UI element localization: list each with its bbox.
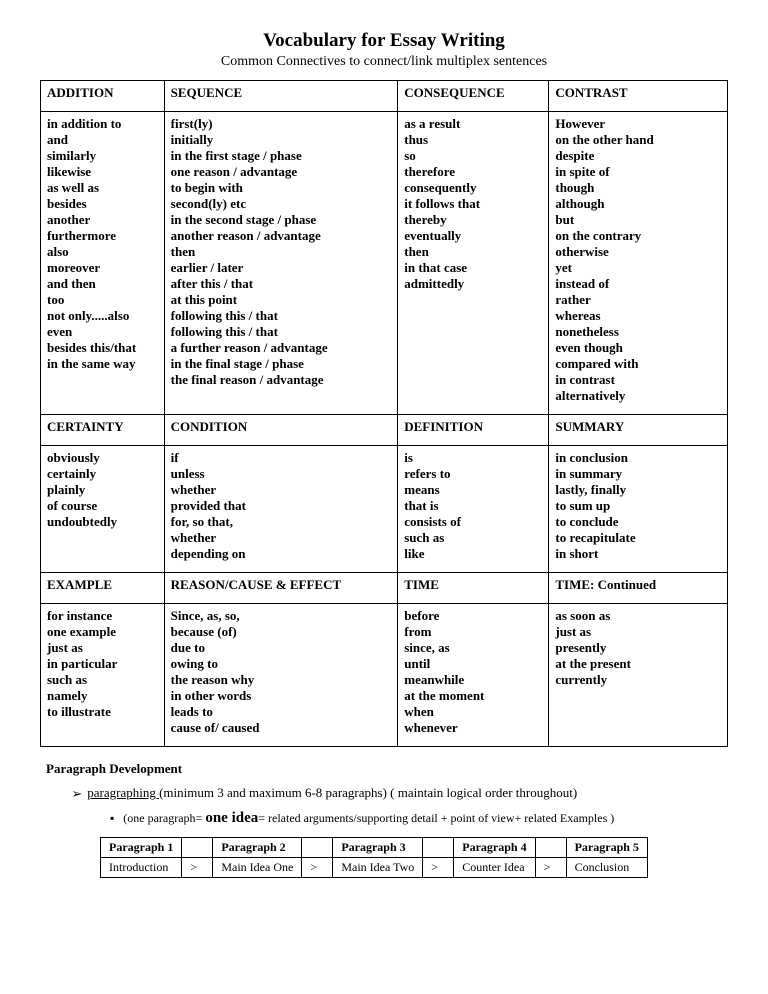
parag-h3: Paragraph 3 xyxy=(333,838,423,858)
header-definition: DEFINITION xyxy=(398,415,549,446)
cell-contrast: Howeveron the other handdespitein spite … xyxy=(549,112,728,415)
subbullet-pre: (one paragraph= xyxy=(123,811,205,825)
subbullet-mid: one idea xyxy=(205,810,258,826)
parag-h2: Paragraph 2 xyxy=(213,838,302,858)
page-subtitle: Common Connectives to connect/link multi… xyxy=(40,54,728,70)
parag-h4: Paragraph 4 xyxy=(454,838,535,858)
sub-bullet-oneidea: ▪ (one paragraph= one idea= related argu… xyxy=(110,810,728,827)
subbullet-post: = related arguments/supporting detail + … xyxy=(258,811,614,825)
parag-h1: Paragraph 1 xyxy=(101,838,182,858)
parag-h5: Paragraph 5 xyxy=(566,838,647,858)
parag-c3: Main Idea Two xyxy=(333,858,423,878)
cell-reason: Since, as, so,because (of)due toowing to… xyxy=(164,604,398,747)
cell-timecont: as soon asjust aspresentlyat the present… xyxy=(549,604,728,747)
gt-c2: > xyxy=(302,858,333,878)
paragraphs-table: Paragraph 1 Paragraph 2 Paragraph 3 Para… xyxy=(100,837,648,878)
parag-c5: Conclusion xyxy=(566,858,647,878)
header-example: EXAMPLE xyxy=(41,573,165,604)
header-reason: REASON/CAUSE & EFFECT xyxy=(164,573,398,604)
cell-time: beforefromsince, asuntilmeanwhileat the … xyxy=(398,604,549,747)
cell-certainty: obviouslycertainlyplainlyof courseundoub… xyxy=(41,446,165,573)
gt-c4: > xyxy=(535,858,566,878)
header-consequence: CONSEQUENCE xyxy=(398,81,549,112)
gt-c1: > xyxy=(182,858,213,878)
bullet-pre: paragraphing xyxy=(87,785,159,800)
cell-consequence: as a resultthussothereforeconsequentlyit… xyxy=(398,112,549,415)
cell-summary: in conclusionin summarylastly, finallyto… xyxy=(549,446,728,573)
cell-definition: isrefers tomeansthat isconsists ofsuch a… xyxy=(398,446,549,573)
header-condition: CONDITION xyxy=(164,415,398,446)
arrow-icon: ➢ xyxy=(70,786,84,802)
header-time: TIME xyxy=(398,573,549,604)
gt-h4 xyxy=(535,838,566,858)
cell-sequence: first(ly)initiallyin the first stage / p… xyxy=(164,112,398,415)
header-sequence: SEQUENCE xyxy=(164,81,398,112)
parag-c4: Counter Idea xyxy=(454,858,535,878)
parag-c2: Main Idea One xyxy=(213,858,302,878)
connectives-table: ADDITION SEQUENCE CONSEQUENCE CONTRAST i… xyxy=(40,80,728,747)
cell-addition: in addition toandsimilarlylikewiseas wel… xyxy=(41,112,165,415)
cell-example: for instanceone examplejust asin particu… xyxy=(41,604,165,747)
header-contrast: CONTRAST xyxy=(549,81,728,112)
page-title: Vocabulary for Essay Writing xyxy=(40,30,728,52)
bullet-paragraphing: ➢ paragraphing (minimum 3 and maximum 6-… xyxy=(70,785,728,802)
gt-h1 xyxy=(182,838,213,858)
bullet-post: (minimum 3 and maximum 6-8 paragraphs) (… xyxy=(159,785,577,800)
paragraph-development-heading: Paragraph Development xyxy=(46,761,728,777)
square-bullet-icon: ▪ xyxy=(110,811,114,825)
header-certainty: CERTAINTY xyxy=(41,415,165,446)
gt-h3 xyxy=(423,838,454,858)
gt-c3: > xyxy=(423,858,454,878)
header-timecont: TIME: Continued xyxy=(549,573,728,604)
header-summary: SUMMARY xyxy=(549,415,728,446)
header-addition: ADDITION xyxy=(41,81,165,112)
parag-c1: Introduction xyxy=(101,858,182,878)
gt-h2 xyxy=(302,838,333,858)
cell-condition: ifunlesswhetherprovided thatfor, so that… xyxy=(164,446,398,573)
